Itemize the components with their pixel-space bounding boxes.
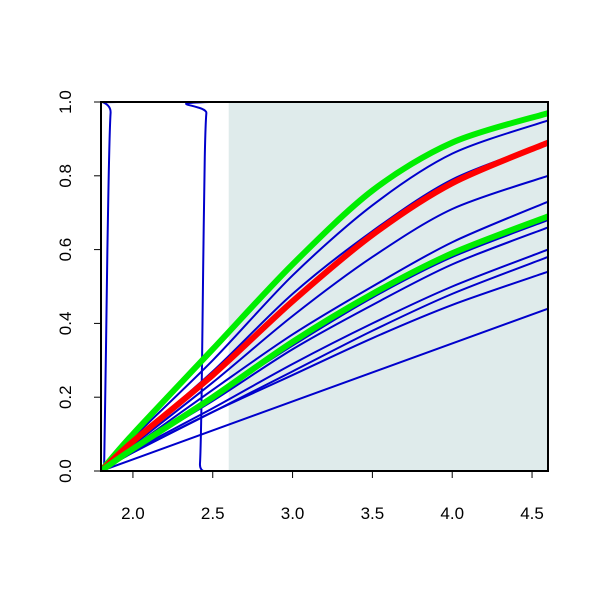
series-line-11 (101, 270, 548, 471)
x-tick-label: 4.0 (440, 504, 464, 523)
y-axis: 0.0 0.2 0.4 0.6 0.8 1.0 (56, 90, 102, 483)
series-line-13 (101, 110, 548, 471)
series-line-15 (101, 213, 548, 471)
y-tick-label: 0.2 (56, 385, 75, 409)
y-tick-label: 0.8 (56, 164, 75, 188)
series-line-5 (101, 174, 548, 471)
x-tick-label: 2.5 (201, 504, 225, 523)
y-tick-label: 0.4 (56, 312, 75, 336)
x-tick-label: 2.0 (121, 504, 145, 523)
series-line-3 (101, 119, 548, 471)
y-tick-label: 0.0 (56, 459, 75, 483)
series-line-14 (101, 139, 548, 471)
x-axis: 2.0 2.5 3.0 3.5 4.0 4.5 (121, 470, 544, 523)
series-line-12 (101, 307, 548, 471)
series-layer (101, 102, 548, 471)
y-tick-label: 1.0 (56, 90, 75, 114)
series-line-1 (101, 102, 548, 471)
x-tick-label: 3.5 (361, 504, 385, 523)
x-tick-label: 3.0 (281, 504, 305, 523)
x-tick-label: 4.5 (520, 504, 544, 523)
y-tick-label: 0.6 (56, 238, 75, 262)
